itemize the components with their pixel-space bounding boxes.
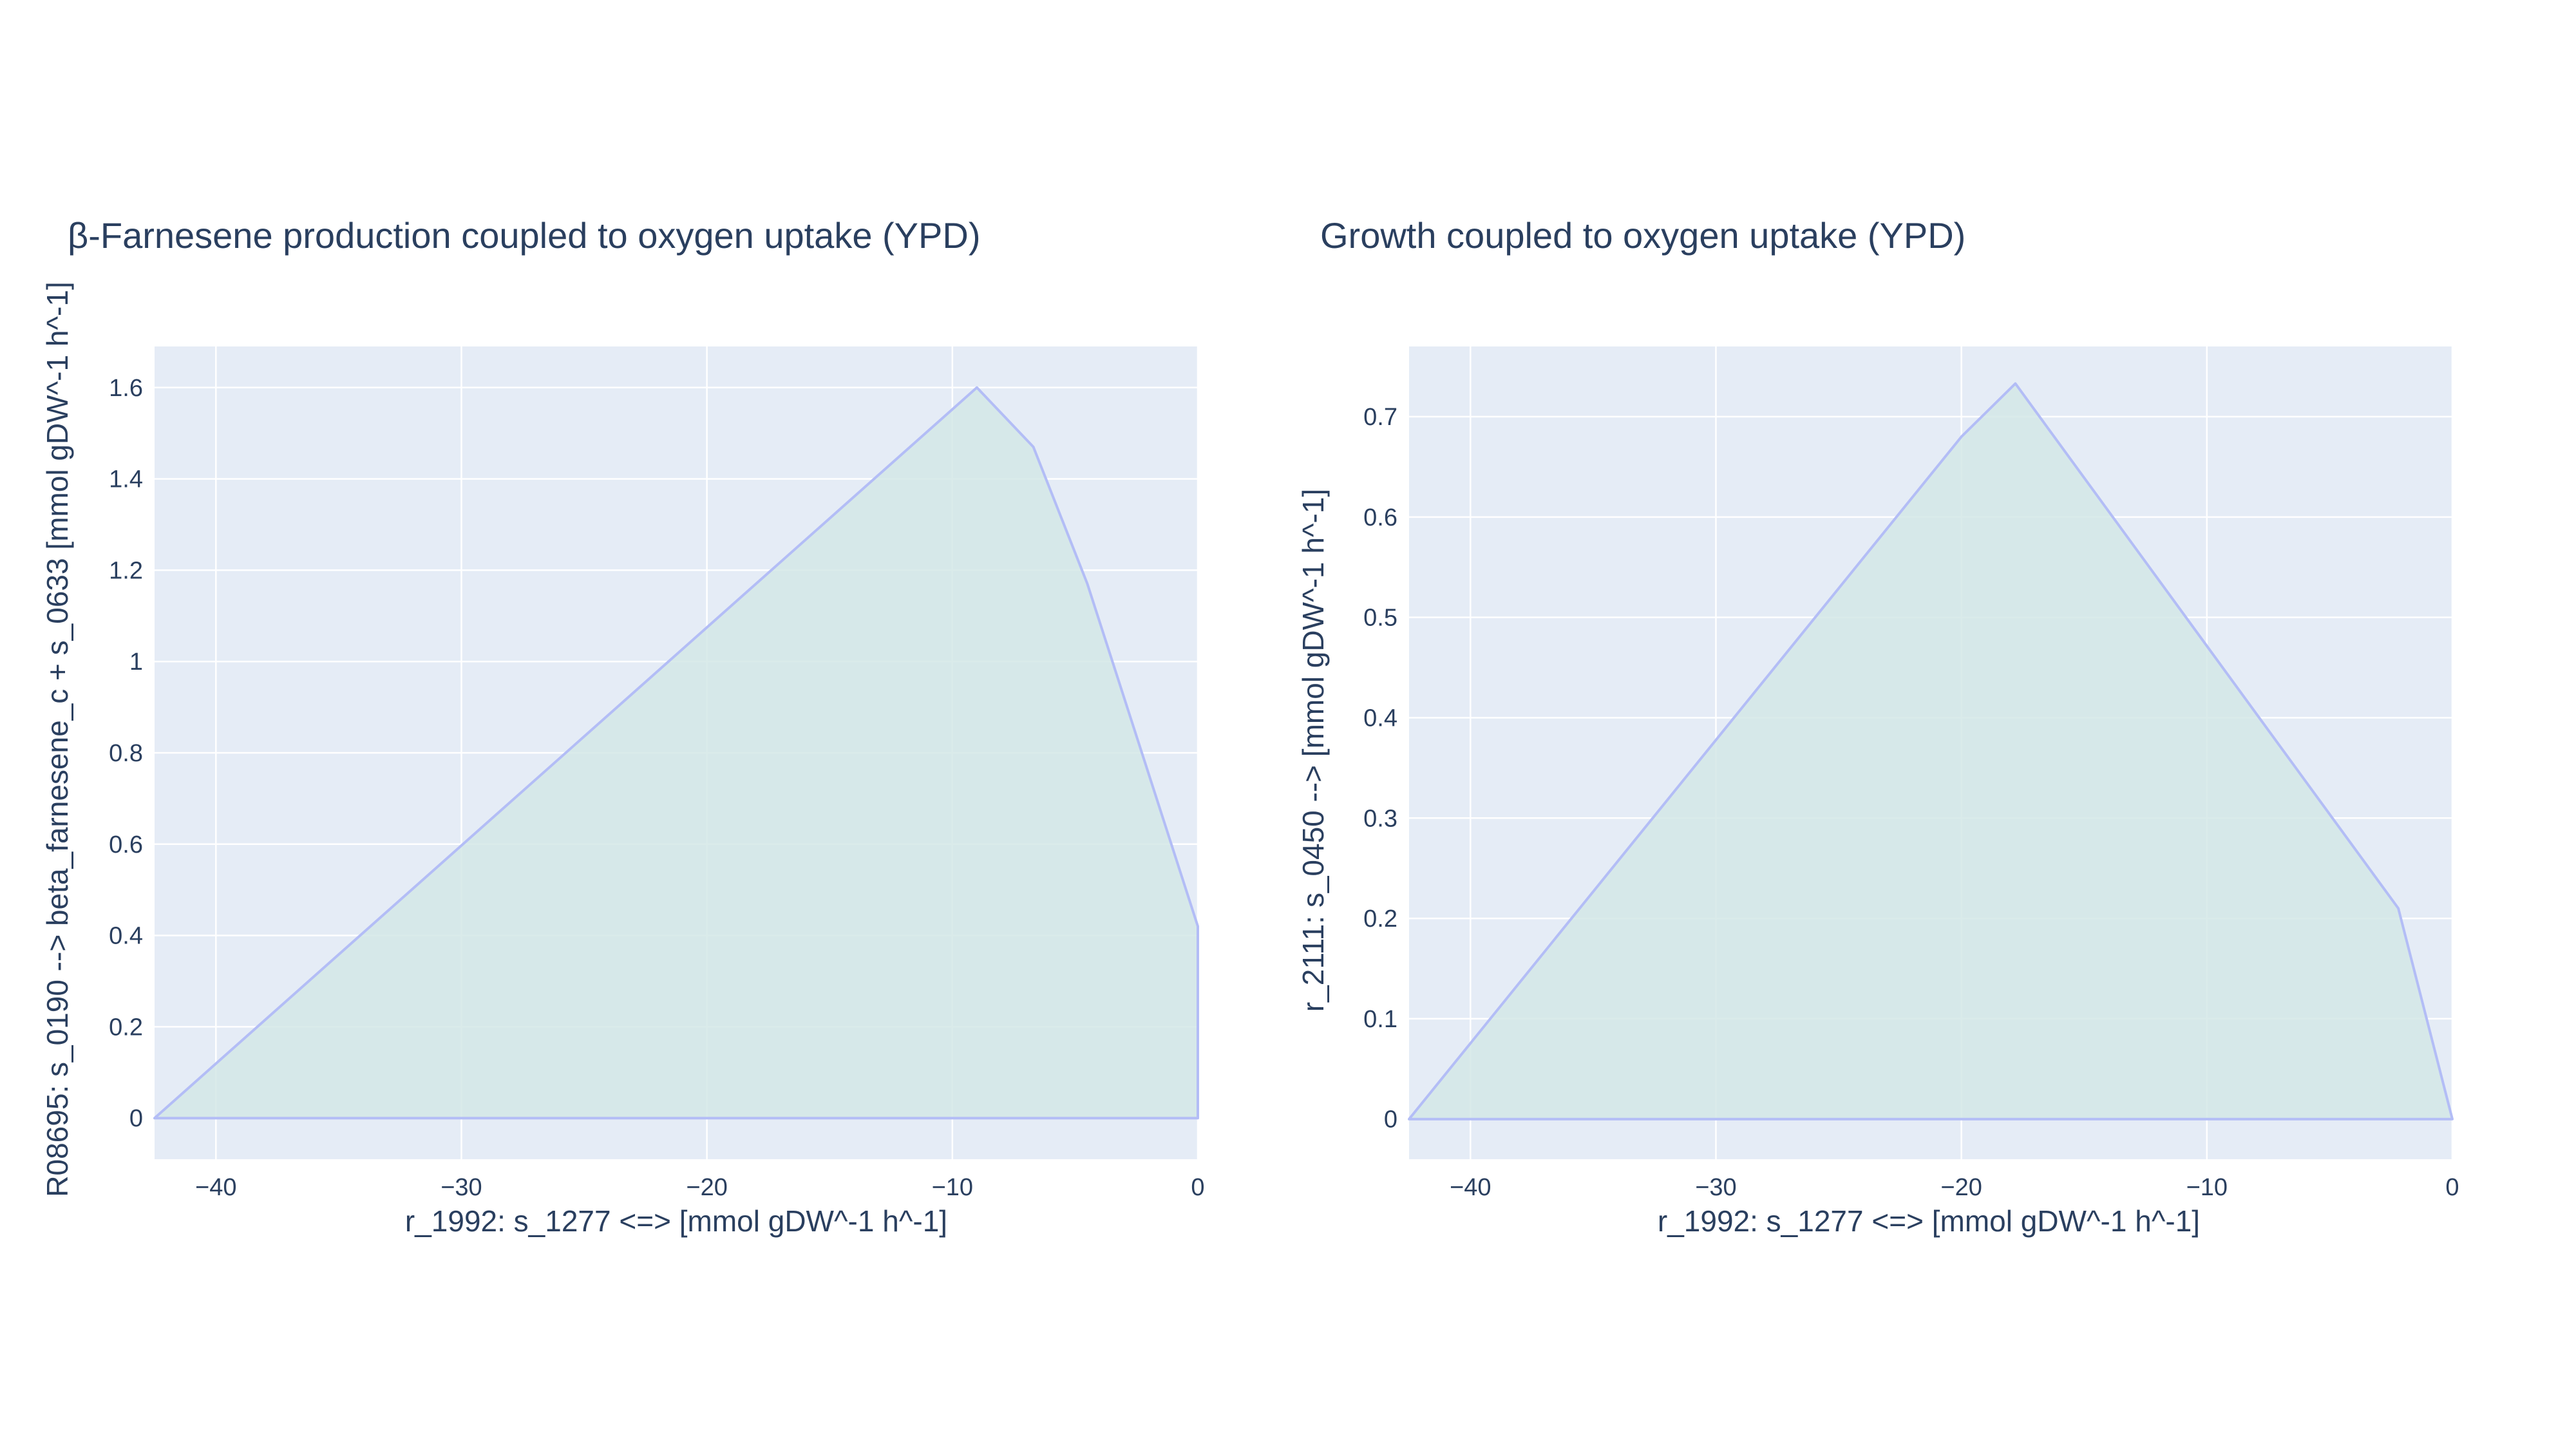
x-axis-title: r_1992: s_1277 <=> [mmol gDW^-1 h^-1] [1658, 1204, 2200, 1238]
series-area [153, 386, 1199, 1120]
y-tick-label: 0.6 [1363, 504, 1397, 531]
x-tick-label: −30 [440, 1174, 482, 1201]
y-tick-label: 1.2 [109, 557, 143, 584]
y-tick-label: 0.3 [1363, 805, 1397, 832]
y-tick-label: 0.4 [1363, 705, 1397, 732]
y-tick-label: 0.1 [1363, 1006, 1397, 1033]
y-tick-label: 0.8 [109, 740, 143, 767]
chart-title: Growth coupled to oxygen uptake (YPD) [1320, 215, 1965, 256]
chart-panel-growth: −40 −30 −20 −10 0 0 0.1 0.2 0.3 0.4 0.5 0.6 0.7 Grow… [1296, 215, 2459, 1238]
y-axis-title: R08695: s_0190 --> beta_farnesene_c + s_… [41, 281, 74, 1197]
chart-panel-farnesene: −40 −30 −20 −10 0 0 0.2 0.4 0.6 0.8 1 1.2 1.4 1.6 β-F… [41, 215, 1205, 1238]
x-axis-title: r_1992: s_1277 <=> [mmol gDW^-1 h^-1] [405, 1204, 947, 1238]
y-tick-label: 0.5 [1363, 605, 1397, 632]
series-area [1408, 382, 2454, 1121]
y-tick-label: 1.6 [109, 375, 143, 402]
x-tick-label: −20 [1940, 1174, 1982, 1201]
x-tick-label: 0 [1191, 1174, 1204, 1201]
y-tick-label: 0.7 [1363, 404, 1397, 431]
chart-title: β-Farnesene production coupled to oxygen… [68, 215, 980, 256]
x-tick-label: −20 [686, 1174, 727, 1201]
y-tick-label: 1.4 [109, 466, 143, 493]
y-tick-label: 1 [129, 649, 143, 676]
y-tick-label: 0.4 [109, 923, 143, 950]
x-tick-label: −10 [932, 1174, 973, 1201]
x-tick-label: −40 [195, 1174, 236, 1201]
x-tick-label: 0 [2445, 1174, 2459, 1201]
y-tick-label: 0 [129, 1105, 143, 1132]
y-tick-label: 0.6 [109, 831, 143, 858]
y-tick-label: 0 [1384, 1106, 1397, 1133]
y-axis-title: r_2111: s_0450 --> [mmol gDW^-1 h^-1] [1296, 489, 1330, 1012]
y-tick-label: 0.2 [109, 1014, 143, 1041]
x-tick-label: −40 [1450, 1174, 1491, 1201]
x-tick-label: −30 [1695, 1174, 1736, 1201]
y-tick-label: 0.2 [1363, 905, 1397, 933]
x-tick-label: −10 [2186, 1174, 2228, 1201]
